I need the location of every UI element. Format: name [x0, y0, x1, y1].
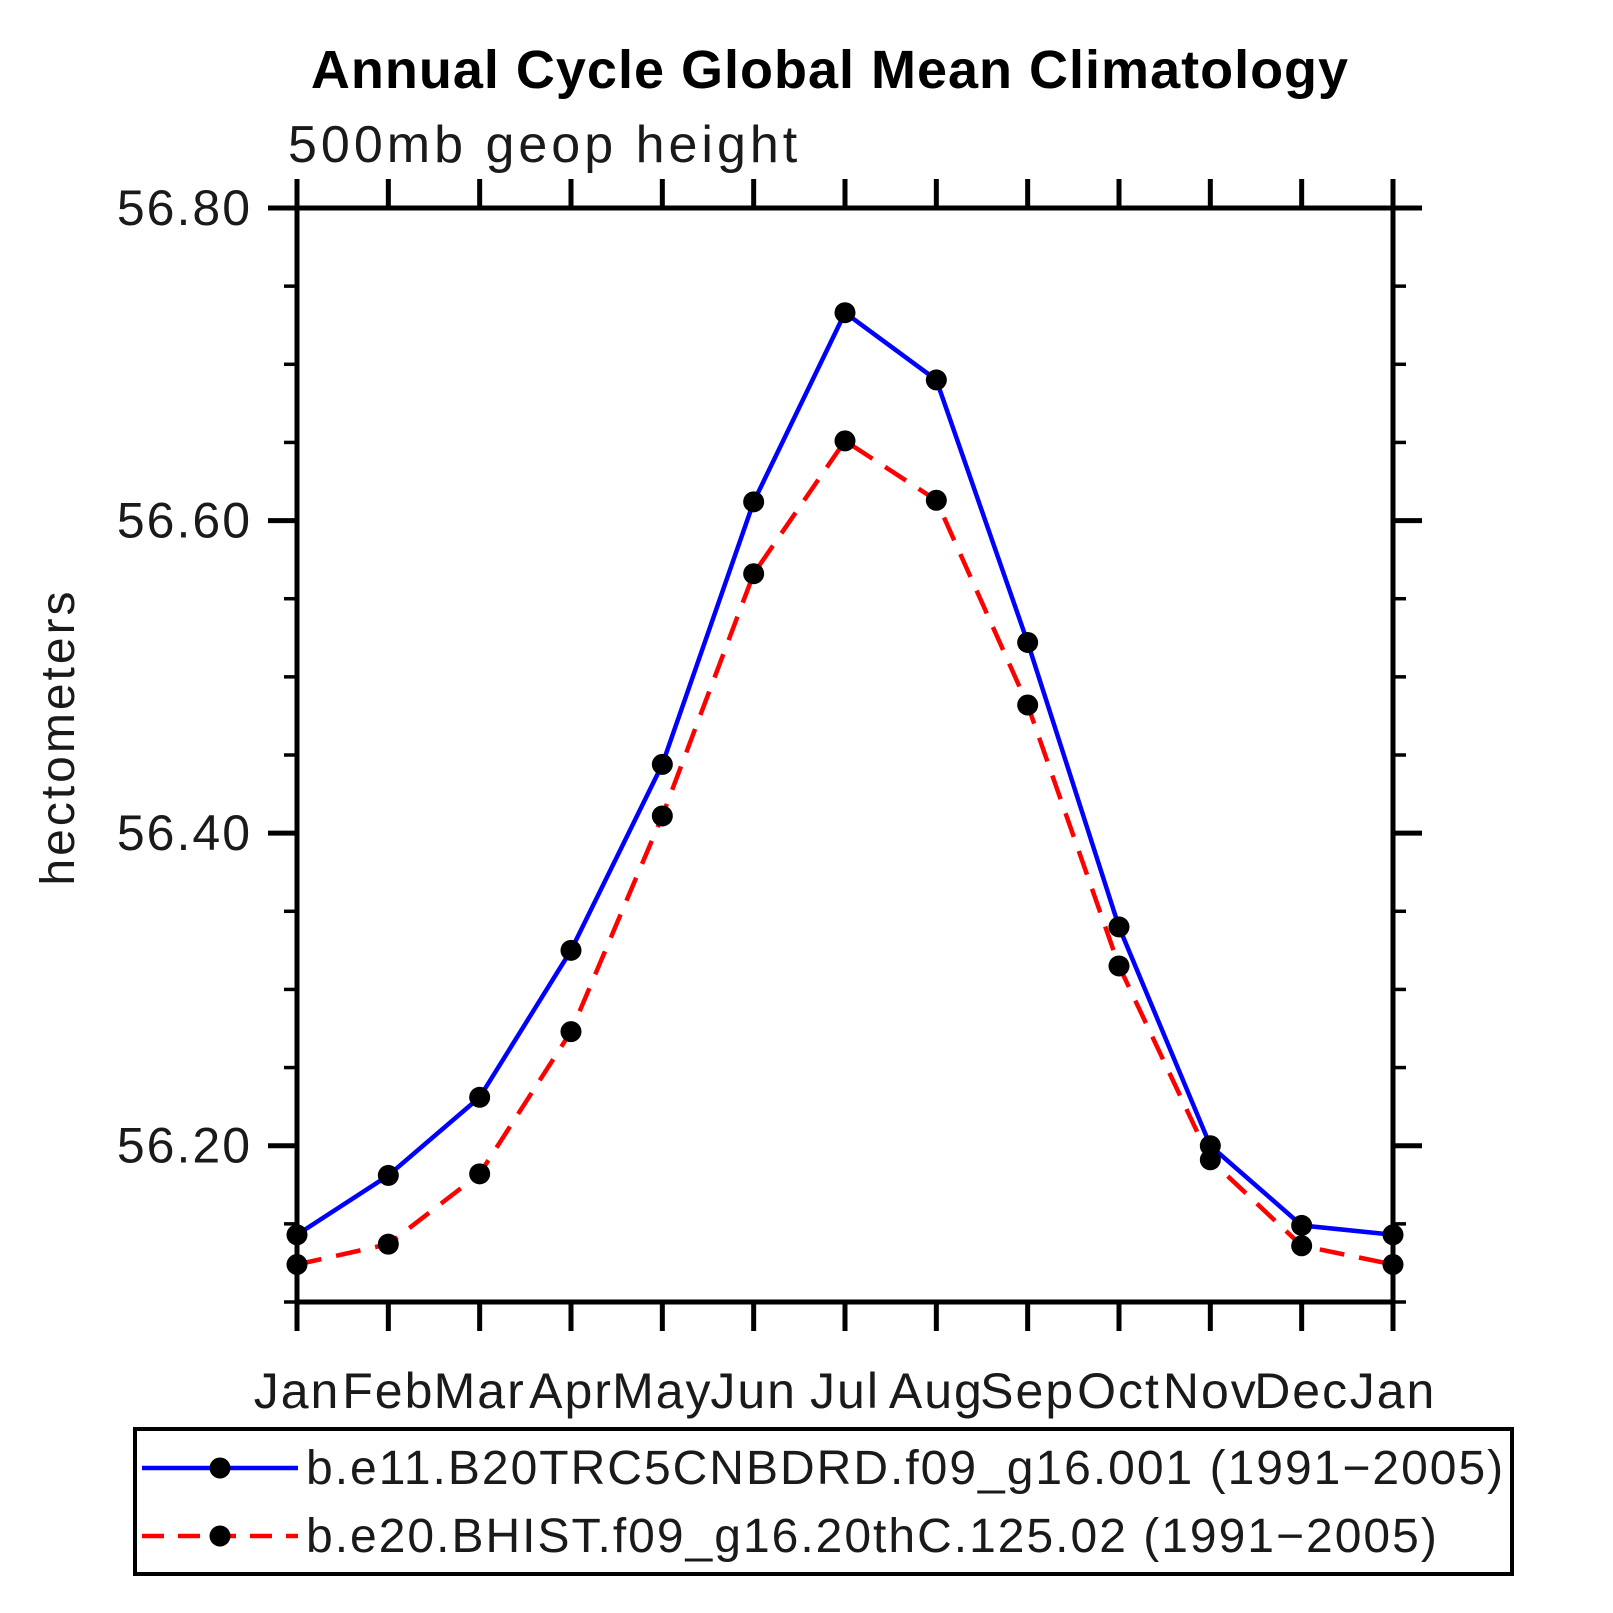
x-tick-label: Jan — [1350, 1363, 1437, 1419]
axis-frame — [294, 205, 1396, 1305]
data-point-series-2 — [560, 1021, 582, 1043]
x-tick-label: Dec — [1254, 1363, 1349, 1419]
data-point-series-2 — [743, 563, 765, 585]
y-tick-label: 56.80 — [117, 180, 252, 236]
legend: b.e11.B20TRC5CNBDRD.f09_g16.001 (1991−20… — [133, 1427, 1514, 1576]
y-tick-label: 56.40 — [117, 805, 252, 861]
x-tick-label: Mar — [434, 1363, 526, 1419]
data-point-series-1 — [1382, 1224, 1404, 1246]
y-axis-label: hectometers — [32, 588, 85, 885]
x-tick-label: Oct — [1077, 1363, 1161, 1419]
data-point-series-2 — [925, 489, 947, 511]
y-tick-label: 56.60 — [117, 493, 252, 549]
x-tick-label: Jul — [810, 1363, 880, 1419]
legend-sample-marker-1 — [209, 1457, 231, 1479]
data-point-series-2 — [1017, 694, 1039, 716]
data-point-series-2 — [1291, 1235, 1313, 1257]
x-tick-label: Nov — [1163, 1363, 1258, 1419]
data-point-series-1 — [469, 1086, 491, 1108]
x-tick-label: Sep — [980, 1363, 1075, 1419]
x-tick-label: Aug — [889, 1363, 984, 1419]
chart-subtitle: 500mb geop height — [288, 116, 801, 174]
series-line-2 — [296, 437, 1394, 1267]
data-point-series-1 — [743, 491, 765, 513]
legend-label-series-1: b.e11.B20TRC5CNBDRD.f09_g16.001 (1991−20… — [306, 1442, 1505, 1495]
data-point-series-2 — [286, 1253, 308, 1275]
y-tick-label: 56.20 — [117, 1118, 252, 1174]
data-point-series-1 — [1017, 631, 1039, 653]
data-point-series-1 — [377, 1164, 399, 1186]
legend-label-series-2: b.e20.BHIST.f09_g16.20thC.125.02 (1991−2… — [306, 1510, 1439, 1563]
data-point-series-2 — [834, 430, 856, 452]
data-point-series-1 — [1108, 916, 1130, 938]
x-tick-label: Apr — [529, 1363, 613, 1419]
data-point-series-1 — [286, 1224, 308, 1246]
data-point-series-1 — [834, 302, 856, 324]
x-tick-label: Jan — [254, 1363, 341, 1419]
data-point-series-1 — [560, 939, 582, 961]
legend-sample-marker-2 — [209, 1525, 231, 1547]
data-point-series-1 — [1291, 1214, 1313, 1236]
data-point-series-2 — [377, 1233, 399, 1255]
data-point-series-1 — [651, 753, 673, 775]
data-point-series-2 — [651, 805, 673, 827]
x-tick-label: Jun — [710, 1363, 797, 1419]
data-point-series-1 — [925, 369, 947, 391]
data-point-series-2 — [1382, 1253, 1404, 1275]
x-tick-label: Feb — [342, 1363, 434, 1419]
x-tick-label: May — [612, 1363, 712, 1419]
legend-box — [133, 1427, 1514, 1576]
chart-title: Annual Cycle Global Mean Climatology — [311, 40, 1349, 100]
data-point-series-2 — [1108, 955, 1130, 977]
data-point-series-2 — [1199, 1149, 1221, 1171]
data-point-series-2 — [469, 1163, 491, 1185]
legend-samples — [142, 1457, 298, 1547]
